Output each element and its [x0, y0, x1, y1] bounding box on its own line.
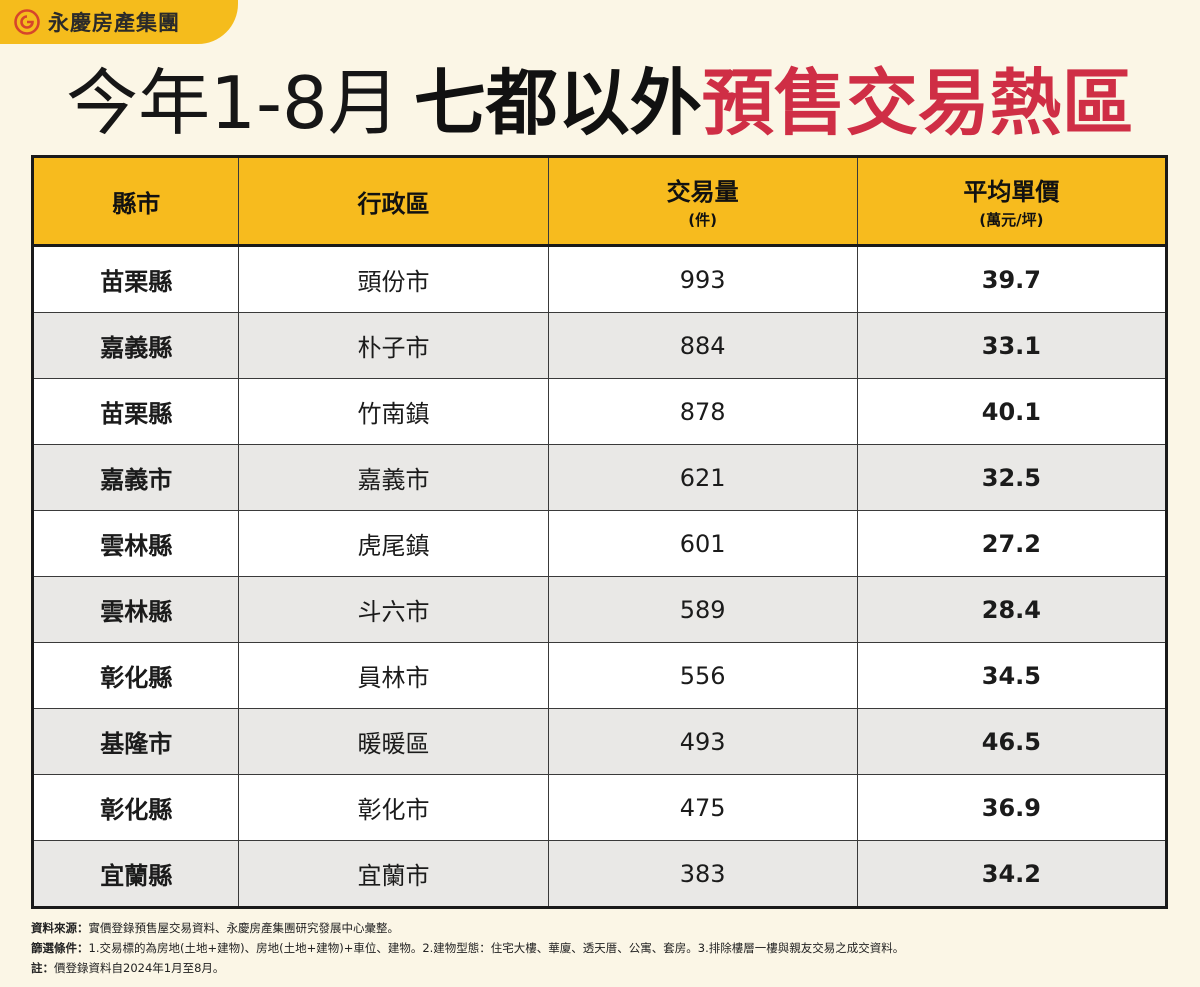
header-district: 行政區	[238, 156, 549, 247]
brand-banner: 永慶房產集團	[0, 0, 238, 44]
header-label: 平均單價	[963, 178, 1060, 206]
note-criteria: 篩選條件：1.交易標的為房地(土地+建物)、房地(土地+建物)+車位、建物。2.…	[31, 938, 1171, 958]
header-unit: (件)	[688, 211, 718, 229]
header-unit: (萬元/坪)	[979, 211, 1044, 229]
cell-county: 雲林縣	[31, 510, 240, 577]
cell-price: 27.2	[856, 510, 1168, 577]
cell-district: 朴子市	[238, 312, 549, 379]
title-scope: 七都以外	[413, 61, 702, 145]
cell-price: 28.4	[856, 576, 1168, 643]
cell-county: 苗栗縣	[31, 378, 240, 445]
cell-price: 32.5	[856, 444, 1168, 511]
cell-volume: 884	[547, 312, 858, 379]
cell-county: 彰化縣	[31, 642, 240, 709]
cell-volume: 601	[547, 510, 858, 577]
table-row: 苗栗縣 竹南鎮 878 40.1	[31, 378, 1168, 445]
brand-name: 永慶房產集團	[48, 11, 180, 35]
cell-volume: 556	[547, 642, 858, 709]
table-row: 苗栗縣 頭份市 993 39.7	[31, 245, 1168, 313]
cell-district: 斗六市	[238, 576, 549, 643]
cell-county: 苗栗縣	[31, 245, 240, 313]
cell-volume: 493	[547, 708, 858, 775]
header-label: 行政區	[357, 189, 430, 218]
cell-price: 39.7	[856, 245, 1168, 313]
cell-volume: 383	[547, 840, 858, 908]
cell-price: 46.5	[856, 708, 1168, 775]
table-row: 雲林縣 虎尾鎮 601 27.2	[31, 510, 1168, 577]
cell-county: 基隆市	[31, 708, 240, 775]
table-row: 雲林縣 斗六市 589 28.4	[31, 576, 1168, 643]
note-text: 實價登錄預售屋交易資料、永慶房產集團研究發展中心彙整。	[88, 921, 400, 935]
header-price: 平均單價 (萬元/坪)	[856, 156, 1168, 247]
page-title: 今年1-8月 七都以外 預售交易熱區	[0, 60, 1200, 146]
header-label: 縣市	[112, 189, 161, 218]
cell-volume: 993	[547, 245, 858, 313]
table-header-row: 縣市 行政區 交易量 (件) 平均單價 (萬元/坪)	[31, 156, 1168, 247]
table-row: 嘉義市 嘉義市 621 32.5	[31, 444, 1168, 511]
note-remark: 註：價登錄資料自2024年1月至8月。	[31, 958, 1171, 978]
cell-district: 彰化市	[238, 774, 549, 841]
cell-district: 宜蘭市	[238, 840, 549, 908]
cell-price: 33.1	[856, 312, 1168, 379]
note-label: 篩選條件：	[31, 941, 89, 955]
cell-volume: 621	[547, 444, 858, 511]
cell-district: 頭份市	[238, 245, 549, 313]
title-period: 今年1-8月	[66, 61, 400, 145]
footnotes: 資料來源：實價登錄預售屋交易資料、永慶房產集團研究發展中心彙整。 篩選條件：1.…	[31, 918, 1171, 978]
table-row: 彰化縣 彰化市 475 36.9	[31, 774, 1168, 841]
company-logo-icon	[14, 9, 40, 35]
note-label: 資料來源：	[31, 921, 89, 935]
cell-county: 宜蘭縣	[31, 840, 240, 908]
cell-price: 40.1	[856, 378, 1168, 445]
cell-volume: 878	[547, 378, 858, 445]
cell-volume: 589	[547, 576, 858, 643]
cell-district: 虎尾鎮	[238, 510, 549, 577]
cell-price: 34.5	[856, 642, 1168, 709]
cell-price: 36.9	[856, 774, 1168, 841]
header-label: 交易量	[666, 178, 739, 206]
cell-district: 員林市	[238, 642, 549, 709]
table-row: 宜蘭縣 宜蘭市 383 34.2	[31, 840, 1168, 908]
table-row: 彰化縣 員林市 556 34.5	[31, 642, 1168, 709]
note-source: 資料來源：實價登錄預售屋交易資料、永慶房產集團研究發展中心彙整。	[31, 918, 1171, 938]
note-text: 1.交易標的為房地(土地+建物)、房地(土地+建物)+車位、建物。2.建物型態：…	[88, 941, 905, 955]
cell-county: 嘉義市	[31, 444, 240, 511]
presale-hotspot-table: 縣市 行政區 交易量 (件) 平均單價 (萬元/坪) 苗栗縣 頭份市 993 3…	[31, 155, 1168, 909]
note-text: 價登錄資料自2024年1月至8月。	[54, 961, 225, 975]
cell-county: 雲林縣	[31, 576, 240, 643]
cell-district: 暖暖區	[238, 708, 549, 775]
cell-volume: 475	[547, 774, 858, 841]
title-topic: 預售交易熱區	[701, 61, 1134, 145]
cell-county: 嘉義縣	[31, 312, 240, 379]
table-row: 基隆市 暖暖區 493 46.5	[31, 708, 1168, 775]
cell-price: 34.2	[856, 840, 1168, 908]
header-volume: 交易量 (件)	[547, 156, 858, 247]
cell-county: 彰化縣	[31, 774, 240, 841]
header-county: 縣市	[31, 156, 240, 247]
note-label: 註：	[31, 961, 54, 975]
table-row: 嘉義縣 朴子市 884 33.1	[31, 312, 1168, 379]
cell-district: 竹南鎮	[238, 378, 549, 445]
cell-district: 嘉義市	[238, 444, 549, 511]
